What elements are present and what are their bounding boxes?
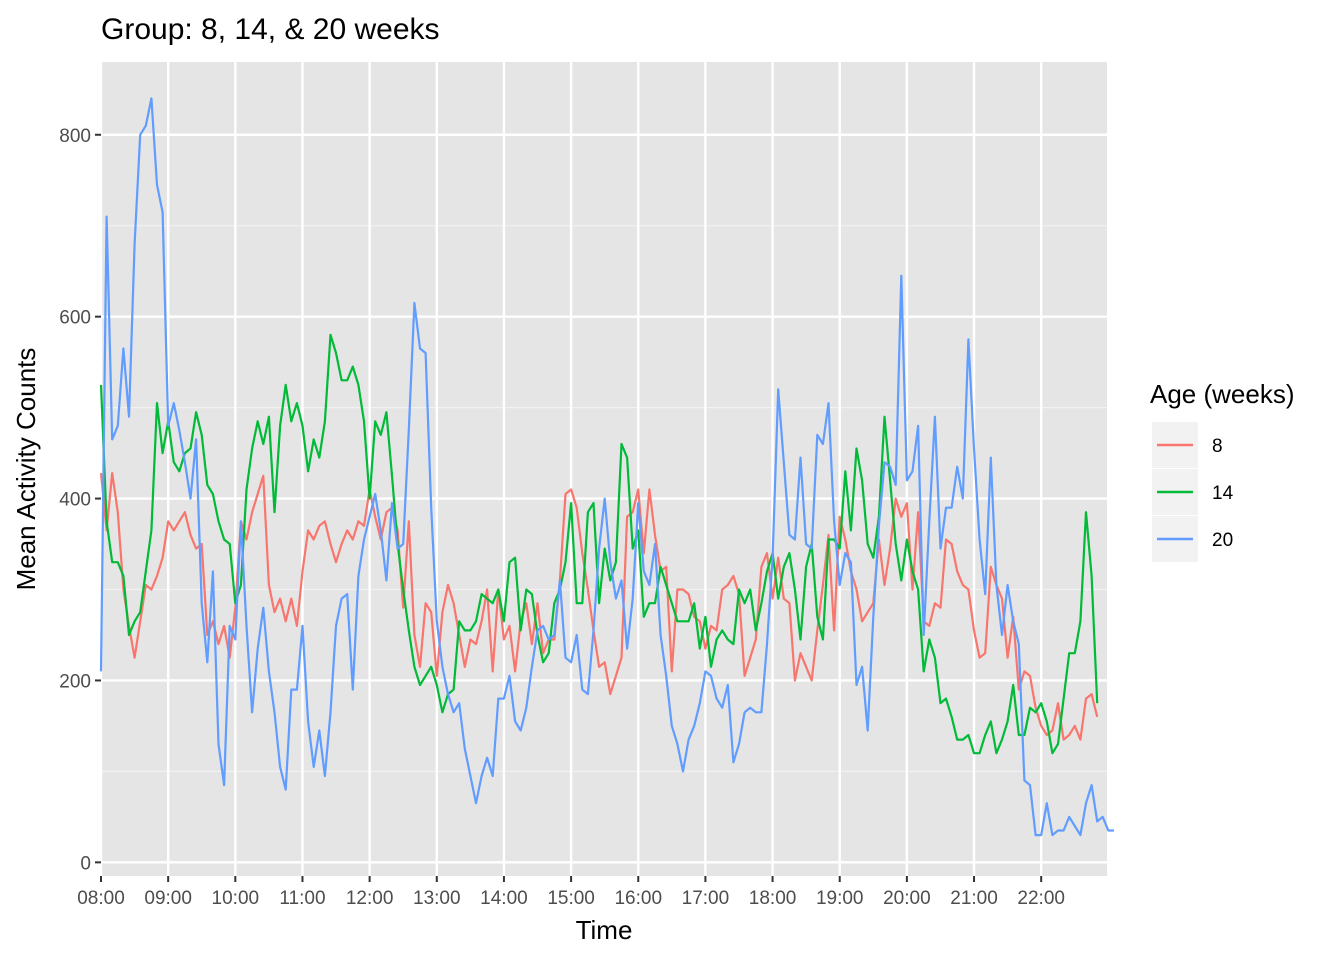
y-tick-label: 400 (59, 490, 91, 511)
x-tick-label: 19:00 (816, 888, 864, 909)
series-layer (99, 97, 1114, 837)
legend-title: Age (weeks) (1150, 379, 1295, 409)
y-tick-label: 600 (59, 308, 91, 329)
x-tick-label: 08:00 (77, 888, 125, 909)
x-tick-label: 20:00 (883, 888, 931, 909)
legend-label-14: 14 (1212, 483, 1234, 504)
x-tick-label: 17:00 (682, 888, 730, 909)
x-tick-label: 10:00 (212, 888, 260, 909)
y-axis: 0 200 400 600 800 (59, 126, 101, 874)
plot-panel (101, 62, 1107, 876)
minor-gridlines (101, 225, 1107, 773)
x-tick-label: 12:00 (346, 888, 394, 909)
y-tick-label: 200 (59, 671, 91, 692)
x-tick-label: 14:00 (480, 888, 528, 909)
x-tick-label: 21:00 (950, 888, 998, 909)
legend-label-8: 8 (1212, 436, 1223, 457)
series-line-8 (99, 472, 1099, 741)
chart-title: Group: 8, 14, & 20 weeks (101, 13, 440, 46)
y-tick-label: 800 (59, 126, 91, 147)
series-line-20 (99, 97, 1114, 837)
x-tick-label: 11:00 (279, 888, 325, 909)
y-axis-title: Mean Activity Counts (11, 348, 41, 591)
legend-label-20: 20 (1212, 530, 1233, 551)
x-tick-label: 16:00 (614, 888, 662, 909)
x-tick-label: 09:00 (144, 888, 192, 909)
x-tick-label: 15:00 (547, 888, 595, 909)
x-axis-title: Time (576, 915, 633, 945)
x-tick-label: 22:00 (1017, 888, 1065, 909)
x-tick-label: 18:00 (749, 888, 797, 909)
x-axis: 08:00 09:00 10:00 11:00 12:00 13:00 14:00 15:00… (77, 876, 1065, 909)
legend: Age (weeks) 8 14 20 (1150, 379, 1295, 562)
y-tick-label: 0 (80, 853, 91, 874)
series-line-14 (99, 333, 1099, 755)
x-tick-label: 13:00 (413, 888, 461, 909)
